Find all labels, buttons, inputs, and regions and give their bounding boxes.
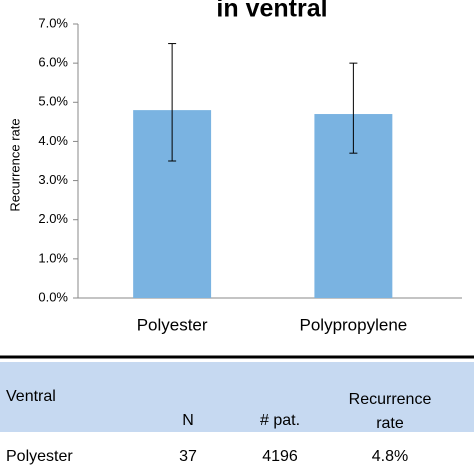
y-tick-label: 3.0% <box>38 172 68 187</box>
table-header: Recurrence rate <box>348 391 432 432</box>
x-tick-label: Polyester <box>137 315 208 334</box>
y-tick-label: 2.0% <box>38 211 68 226</box>
table-cell: Polyester <box>6 448 73 465</box>
y-tick-label: 7.0% <box>38 15 68 30</box>
y-tick-label: 4.0% <box>38 133 68 148</box>
table-cell: 4.8% <box>371 448 409 465</box>
y-tick-label: 1.0% <box>38 250 68 265</box>
table-header: Ventral <box>6 388 56 405</box>
table-header-band <box>0 362 474 432</box>
table-cell: 4196 <box>262 448 298 465</box>
y-tick-label: 0.0% <box>38 289 68 304</box>
x-tick-label: Polypropylene <box>300 315 408 334</box>
y-tick-label: 5.0% <box>38 94 68 109</box>
table-header: N <box>182 412 194 429</box>
chart-title: in ventral <box>216 0 327 23</box>
y-tick-label: 6.0% <box>38 55 68 70</box>
table-header: # pat. <box>259 412 301 429</box>
y-axis-label: Recurrence rate <box>7 118 22 211</box>
table-cell: 37 <box>179 448 197 465</box>
